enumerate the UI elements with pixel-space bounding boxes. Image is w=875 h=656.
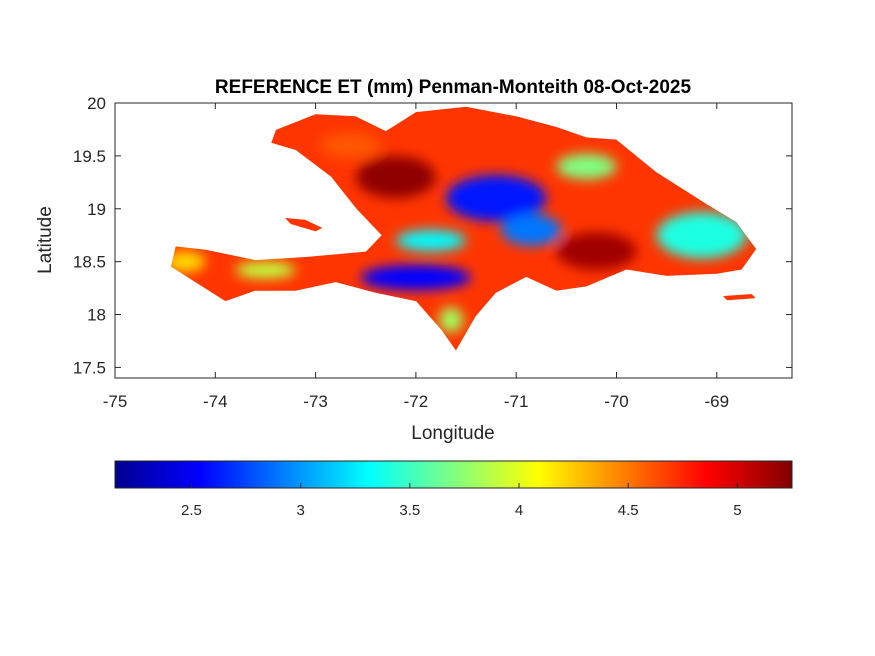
coast-ile-de-la-tortue (324, 103, 355, 104)
x-tick-label: -69 (704, 392, 729, 411)
colorbar: 2.5 3 3.5 4 4.5 5 (114, 460, 793, 519)
plot-area: -75 -74 -73 -72 -71 -70 -69 20 19.5 19 18.5 18 17.5 (73, 94, 793, 411)
coast-isla-saona (720, 292, 759, 302)
et-zone-7 (556, 153, 617, 180)
et-zone-4 (656, 211, 747, 259)
x-axis-label: Longitude (411, 423, 494, 444)
y-tick-label: 18 (87, 306, 106, 325)
colorbar-ticks: 2.5 3 3.5 4 4.5 5 (181, 483, 742, 519)
colorbar-gradient (114, 460, 793, 489)
colorbar-tick-label: 3 (296, 502, 304, 519)
et-zone-8 (355, 155, 436, 199)
et-zone-2 (395, 229, 467, 252)
et-zone-10 (235, 261, 296, 279)
et-zone-1 (501, 214, 562, 246)
y-axis-label: Latitude (35, 206, 56, 274)
et-zone-9 (556, 232, 637, 271)
x-tick-label: -75 (103, 392, 128, 411)
y-tick-label: 19 (87, 200, 106, 219)
colorbar-tick-label: 4.5 (618, 502, 639, 519)
x-tick-label: -74 (203, 392, 228, 411)
colorbar-tick-label: 3.5 (399, 502, 420, 519)
x-tick-label: -73 (303, 392, 328, 411)
y-tick-label: 17.5 (73, 358, 106, 377)
et-zone-11 (438, 307, 464, 333)
et-zone-6 (320, 132, 381, 158)
chart-title: REFERENCE ET (mm) Penman-Monteith 08-Oct… (215, 77, 692, 98)
et-zone-5 (170, 251, 206, 273)
y-axis: 20 19.5 19 18.5 18 17.5 (73, 94, 792, 377)
coast-hispaniola-main (169, 105, 758, 353)
x-tick-label: -71 (504, 392, 529, 411)
plot-frame (114, 102, 793, 379)
x-tick-label: -72 (404, 392, 429, 411)
coast-ile-de-la-gonave (281, 216, 325, 233)
et-zone-3 (360, 264, 472, 291)
colorbar-tick-label: 4 (515, 502, 523, 519)
x-axis: -75 -74 -73 -72 -71 -70 -69 (103, 103, 729, 411)
y-tick-label: 18.5 (73, 253, 106, 272)
et-zone-0 (445, 174, 547, 222)
et-zones (170, 132, 747, 333)
y-tick-label: 19.5 (73, 147, 106, 166)
y-tick-label: 20 (87, 94, 106, 113)
colorbar-tick-label: 2.5 (181, 502, 202, 519)
colorbar-tick-label: 5 (733, 502, 741, 519)
x-tick-label: -70 (604, 392, 629, 411)
